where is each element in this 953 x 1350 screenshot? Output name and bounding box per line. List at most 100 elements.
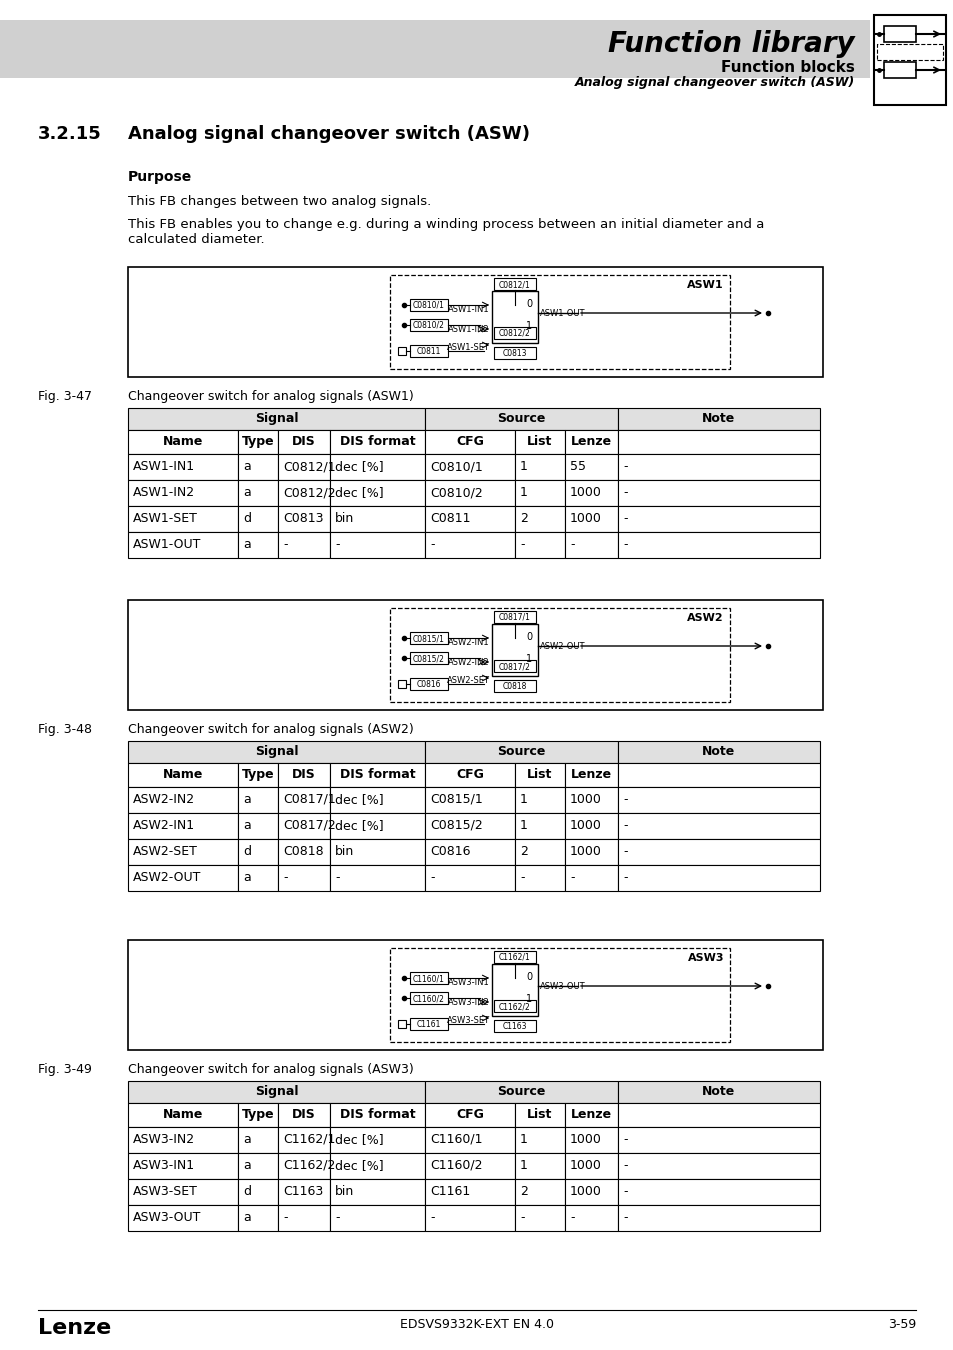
Text: 1: 1	[525, 321, 532, 331]
Text: C0810/1: C0810/1	[413, 301, 444, 310]
Bar	[515, 865, 564, 891]
Text: C0811: C0811	[416, 347, 440, 356]
Bar	[515, 787, 564, 813]
Bar	[128, 431, 237, 454]
Bar	[277, 506, 330, 532]
Bar	[564, 1103, 618, 1127]
Bar	[564, 506, 618, 532]
Text: ASW1-OUT: ASW1-OUT	[132, 539, 201, 551]
Bar	[515, 431, 564, 454]
Text: d: d	[243, 1185, 251, 1197]
Text: DIS format: DIS format	[339, 768, 415, 782]
Text: ASW2-OUT: ASW2-OUT	[132, 871, 201, 884]
Bar	[330, 1153, 424, 1179]
Bar	[410, 298, 448, 311]
Text: ASW1-IN2: ASW1-IN2	[132, 486, 195, 500]
Bar	[883, 62, 915, 78]
Text: ASW2-OUT: ASW2-OUT	[539, 643, 585, 651]
Bar	[515, 481, 564, 506]
Bar	[410, 1018, 448, 1030]
Text: Function blocks: Function blocks	[720, 59, 854, 76]
Text: ASW3-IN1: ASW3-IN1	[132, 1160, 195, 1172]
Text: 3-59: 3-59	[887, 1318, 915, 1331]
Bar	[424, 763, 515, 787]
Bar	[237, 454, 277, 481]
Text: -: -	[519, 1211, 524, 1224]
Text: -: -	[430, 1211, 434, 1224]
Bar	[494, 612, 536, 622]
Text: DIS: DIS	[292, 768, 315, 782]
Text: ASW3-SET: ASW3-SET	[446, 1017, 490, 1025]
Bar	[330, 865, 424, 891]
Text: ASW1-SET: ASW1-SET	[447, 343, 490, 352]
Text: List: List	[527, 768, 552, 782]
Bar	[277, 1179, 330, 1206]
Text: 2: 2	[519, 845, 527, 859]
Bar	[330, 506, 424, 532]
Text: C0813: C0813	[502, 350, 527, 358]
Text: Lenze: Lenze	[570, 768, 612, 782]
Bar	[330, 1179, 424, 1206]
Bar	[424, 1179, 515, 1206]
Text: 1000: 1000	[569, 792, 601, 806]
Bar	[424, 865, 515, 891]
Bar	[424, 813, 515, 838]
Bar	[410, 632, 448, 644]
Text: C1160/1: C1160/1	[430, 1133, 482, 1146]
Bar	[0, 20, 869, 78]
Text: -: -	[622, 845, 627, 859]
Bar	[128, 838, 237, 865]
Bar	[128, 1153, 237, 1179]
Bar	[494, 327, 536, 339]
Bar	[564, 481, 618, 506]
Text: DIS: DIS	[292, 1108, 315, 1120]
Bar	[564, 1179, 618, 1206]
Text: -: -	[622, 539, 627, 551]
Bar	[128, 1179, 237, 1206]
Bar	[128, 267, 822, 377]
Text: Fig. 3-47: Fig. 3-47	[38, 390, 91, 404]
Text: C0812/2: C0812/2	[498, 329, 530, 338]
Text: -: -	[622, 1133, 627, 1146]
Bar	[424, 1206, 515, 1231]
Bar	[564, 787, 618, 813]
Bar	[410, 346, 448, 356]
Text: 55: 55	[569, 460, 585, 472]
Text: C1163: C1163	[283, 1185, 323, 1197]
Text: C0817/1: C0817/1	[498, 613, 531, 622]
Text: Fig. 3-49: Fig. 3-49	[38, 1062, 91, 1076]
Bar	[515, 1206, 564, 1231]
Text: 1: 1	[519, 460, 527, 472]
Text: 1000: 1000	[569, 845, 601, 859]
Bar	[618, 532, 820, 558]
Text: Name: Name	[163, 768, 203, 782]
Bar	[277, 1103, 330, 1127]
Bar	[397, 680, 406, 688]
Bar	[494, 347, 536, 359]
Text: C0810/2: C0810/2	[430, 486, 482, 500]
Text: -: -	[335, 871, 339, 884]
Bar	[424, 408, 618, 431]
Bar	[564, 763, 618, 787]
Bar	[492, 964, 537, 1017]
Bar	[128, 763, 237, 787]
Text: This FB enables you to change e.g. during a winding process between an initial d: This FB enables you to change e.g. durin…	[128, 217, 763, 246]
Bar	[330, 787, 424, 813]
Bar	[424, 1103, 515, 1127]
Bar	[876, 45, 942, 59]
Text: C0812/2: C0812/2	[283, 486, 335, 500]
Bar	[564, 1127, 618, 1153]
Bar	[424, 1127, 515, 1153]
Bar	[515, 1153, 564, 1179]
Bar	[564, 532, 618, 558]
Bar	[277, 1206, 330, 1231]
Bar	[618, 838, 820, 865]
Text: ASW3-OUT: ASW3-OUT	[132, 1211, 201, 1224]
Bar	[330, 532, 424, 558]
Bar	[237, 787, 277, 813]
Text: ASW2-IN2: ASW2-IN2	[448, 657, 490, 667]
Bar	[618, 741, 820, 763]
Bar	[494, 1021, 536, 1031]
Bar	[128, 1127, 237, 1153]
Text: dec [%]: dec [%]	[335, 486, 383, 500]
